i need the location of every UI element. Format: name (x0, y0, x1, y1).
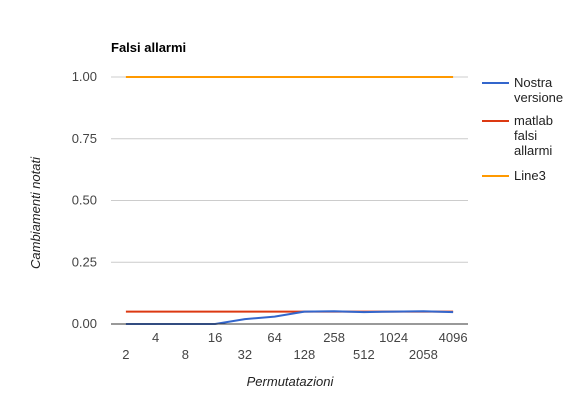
y-tick-label: 0.00 (72, 316, 97, 331)
y-axis-ticks: 0.00 0.25 0.50 0.75 1.00 (72, 69, 97, 331)
gridlines (111, 76, 468, 263)
y-tick-label: 0.25 (72, 254, 97, 269)
legend-label: matlab falsi allarmi (514, 113, 553, 158)
x-tick-label: 4096 (439, 330, 468, 345)
chart-title: Falsi allarmi (111, 40, 186, 55)
series-line-0 (125, 310, 454, 325)
x-tick-label: 4 (152, 330, 159, 345)
x-tick-label: 512 (353, 347, 375, 362)
y-axis-title: Cambiamenti notati (28, 156, 43, 269)
x-tick-label: 2058 (409, 347, 438, 362)
y-tick-label: 1.00 (72, 69, 97, 84)
legend-label: Line3 (514, 168, 546, 183)
x-tick-label: 64 (267, 330, 281, 345)
x-tick-label: 8 (182, 347, 189, 362)
x-axis-title: Permutatazioni (247, 374, 335, 389)
x-tick-label: 128 (294, 347, 316, 362)
y-tick-label: 0.75 (72, 131, 97, 146)
x-tick-label: 2 (122, 347, 129, 362)
legend: Nostra versione matlab falsi allarmi Line3 (482, 75, 563, 183)
x-tick-label: 16 (208, 330, 222, 345)
legend-label: Nostra versione (514, 75, 563, 105)
x-tick-label: 258 (323, 330, 345, 345)
x-tick-label: 32 (238, 347, 252, 362)
y-tick-label: 0.50 (72, 193, 97, 208)
x-tick-label: 1024 (379, 330, 408, 345)
